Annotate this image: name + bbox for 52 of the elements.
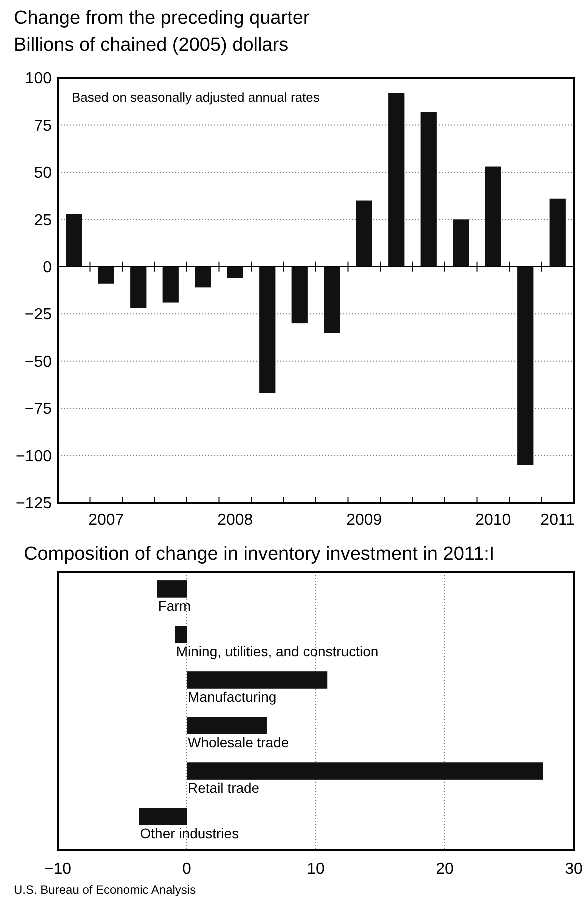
chart-subtitle: Billions of chained (2005) dollars <box>14 35 289 56</box>
text: U.S. Bureau of Economic Analysis <box>14 883 196 897</box>
bar <box>162 266 179 303</box>
bar <box>139 808 187 826</box>
bar <box>187 762 544 780</box>
y-tick-label: 50 <box>34 165 52 182</box>
y-tick-label: Manufacturing <box>188 688 277 705</box>
y-tick-label: Mining, utilities, and construction <box>176 643 379 660</box>
bar <box>66 214 82 267</box>
bar <box>157 580 187 598</box>
bar <box>227 266 244 278</box>
x-tick-label: 10 <box>307 861 325 878</box>
bar <box>260 266 276 394</box>
bar <box>175 626 187 644</box>
x-tick-label: 2009 <box>346 512 382 529</box>
bar <box>187 717 267 734</box>
y-tick-label: 100 <box>25 70 52 88</box>
y-tick-label: −125 <box>16 496 52 513</box>
chart-title: Composition of change in inventory investment in 2011:I <box>24 544 495 565</box>
x-tick-label: 20 <box>436 861 454 878</box>
bar <box>420 112 437 267</box>
bar <box>518 266 534 466</box>
y-tick-label: Other industries <box>140 825 240 842</box>
x-tick-label: −10 <box>44 861 72 878</box>
bar <box>453 220 470 267</box>
x-tick-label: 2011 <box>540 512 576 529</box>
y-tick-label: Retail trade <box>188 780 260 796</box>
y-tick-label: −75 <box>24 401 52 418</box>
bar <box>98 266 114 284</box>
bar <box>550 198 566 267</box>
y-tick-label: −25 <box>24 306 52 324</box>
bar <box>388 93 405 267</box>
bar <box>195 266 212 288</box>
y-tick-label: Wholesale trade <box>188 734 290 750</box>
x-tick-label: 2010 <box>476 512 512 529</box>
y-tick-label: 0 <box>43 259 52 276</box>
bar <box>485 166 502 267</box>
y-tick-label: −50 <box>24 354 52 371</box>
bar <box>356 200 372 267</box>
x-tick-label: 2007 <box>88 512 124 529</box>
x-tick-label: 30 <box>565 861 583 878</box>
y-tick-label: Farm <box>158 598 191 614</box>
y-tick-label: 75 <box>34 118 52 135</box>
annotation: Based on seasonally adjusted annual rates <box>72 90 320 105</box>
bar <box>130 266 147 308</box>
bar <box>187 672 328 689</box>
chart-title: Change from the preceding quarter <box>14 8 310 29</box>
bar <box>324 266 340 333</box>
y-tick-label: −100 <box>16 448 52 466</box>
y-tick-label: 25 <box>34 212 52 230</box>
x-tick-label: 2008 <box>218 512 254 529</box>
bar <box>292 266 308 324</box>
